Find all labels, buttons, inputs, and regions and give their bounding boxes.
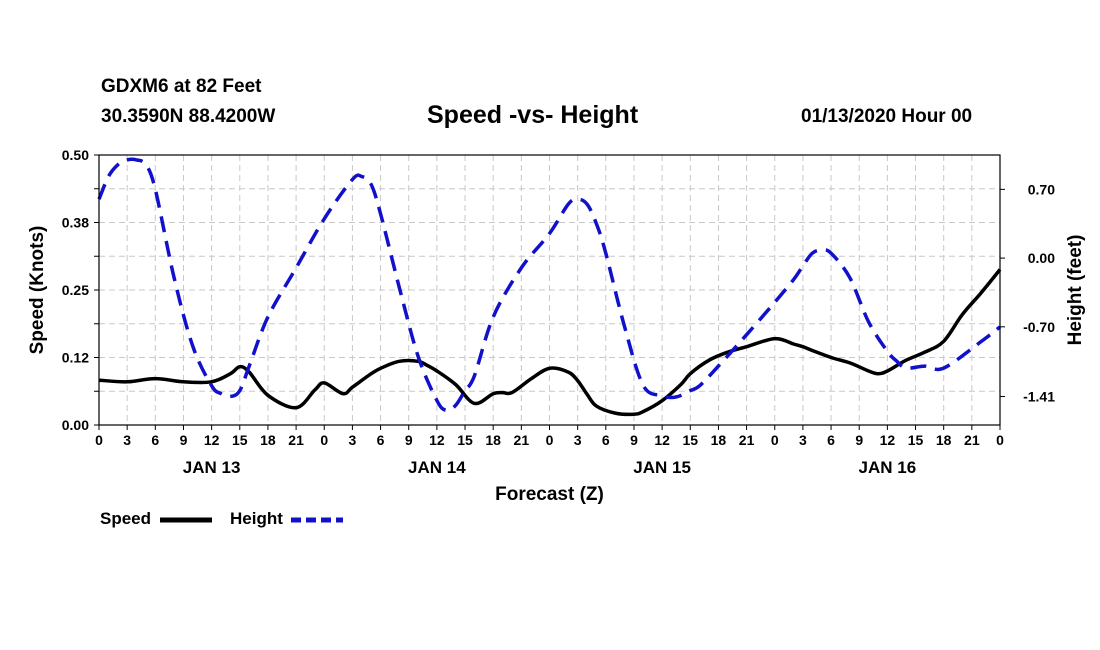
day-label: JAN 13 xyxy=(183,458,241,477)
x-tick-label: 12 xyxy=(429,432,445,448)
x-tick-label: 3 xyxy=(349,432,357,448)
axis-layer: 0 3 6 9 12 15 18 21 0 3 6 9 12 15 18 21 0 3 6 9 12 15 18 21 0 3 6 9… xyxy=(27,147,1086,505)
run-time-label: 01/13/2020 Hour 00 xyxy=(801,106,973,127)
station-label: GDXM6 at 82 Feet xyxy=(101,76,262,97)
x-tick-label: 9 xyxy=(630,432,638,448)
day-label: JAN 15 xyxy=(633,458,691,477)
x-tick-label: 21 xyxy=(288,432,304,448)
day-label: JAN 16 xyxy=(859,458,917,477)
y-tick-label: 0.50 xyxy=(62,147,89,163)
x-tick-label: 3 xyxy=(123,432,131,448)
y2-axis-title: Height (feet) xyxy=(1065,235,1086,346)
y2-tick-label: 0.70 xyxy=(1028,181,1055,197)
day-label: JAN 14 xyxy=(408,458,466,477)
x-axis-title: Forecast (Z) xyxy=(495,484,604,505)
y-tick-label: 0.38 xyxy=(62,215,89,231)
x-tick-label: 6 xyxy=(827,432,835,448)
legend-height-label: Height xyxy=(230,509,283,528)
grid-layer xyxy=(99,155,1000,425)
speed-series-line xyxy=(98,268,1002,417)
x-tick-label: 12 xyxy=(654,432,670,448)
x-tick-label: 15 xyxy=(232,432,248,448)
x-tick-label: 6 xyxy=(602,432,610,448)
chart-title: Speed -vs- Height xyxy=(427,101,639,129)
y2-tick-label: 0.00 xyxy=(1028,250,1055,266)
x-tick-label: 0 xyxy=(320,432,328,448)
x-tick-label: 18 xyxy=(485,432,501,448)
x-tick-label: 12 xyxy=(204,432,220,448)
x-tick-label: 21 xyxy=(514,432,530,448)
x-tick-label: 9 xyxy=(180,432,188,448)
x-tick-label: 12 xyxy=(880,432,896,448)
x-tick-label: 0 xyxy=(771,432,779,448)
y-axis-title: Speed (Knots) xyxy=(27,226,48,355)
x-tick-label: 0 xyxy=(95,432,103,448)
x-tick-label: 15 xyxy=(682,432,698,448)
series-layer xyxy=(97,157,1002,417)
y2-tick-label: -1.41 xyxy=(1023,389,1055,405)
x-tick-label: 21 xyxy=(964,432,980,448)
y-tick-label: 0.25 xyxy=(62,282,89,298)
x-tick-label: 6 xyxy=(151,432,159,448)
x-tick-label: 21 xyxy=(739,432,755,448)
x-tick-label: 15 xyxy=(457,432,473,448)
height-series-line xyxy=(97,157,1002,413)
coordinates-label: 30.3590N 88.4200W xyxy=(101,106,276,127)
legend-speed-label: Speed xyxy=(100,509,152,528)
y-tick-label: 0.12 xyxy=(62,350,89,366)
x-tick-label: 3 xyxy=(574,432,582,448)
x-tick-label: 0 xyxy=(996,432,1004,448)
x-tick-label: 18 xyxy=(260,432,276,448)
x-tick-label: 6 xyxy=(377,432,385,448)
x-tick-label: 3 xyxy=(799,432,807,448)
x-tick-label: 18 xyxy=(936,432,952,448)
x-tick-label: 9 xyxy=(855,432,863,448)
x-tick-label: 0 xyxy=(546,432,554,448)
x-tick-label: 15 xyxy=(908,432,924,448)
x-tick-label: 9 xyxy=(405,432,413,448)
y2-tick-label: -0.70 xyxy=(1023,319,1055,335)
y-tick-label: 0.00 xyxy=(62,417,89,433)
x-tick-label: 18 xyxy=(711,432,727,448)
